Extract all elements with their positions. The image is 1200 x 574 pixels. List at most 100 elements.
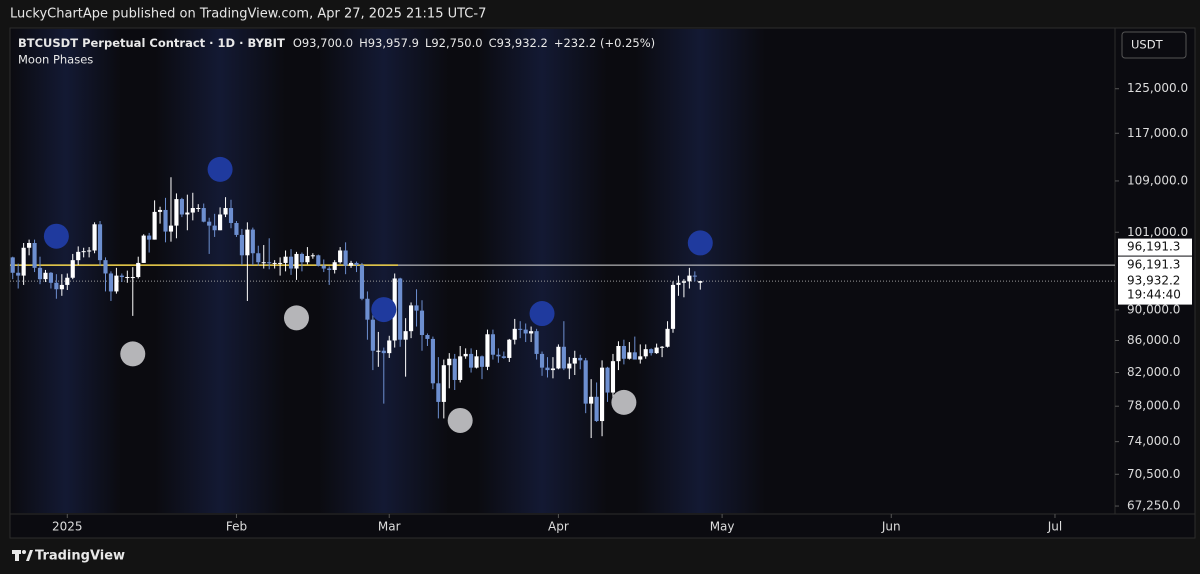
candle-body — [299, 253, 305, 263]
candle-body — [256, 253, 261, 263]
new-moon — [687, 230, 713, 256]
candle-body — [643, 349, 648, 357]
candle-body — [310, 255, 315, 257]
candle-body — [76, 251, 81, 261]
candle-body — [174, 199, 179, 226]
candle-body — [605, 367, 610, 393]
level-label-box — [1118, 256, 1192, 274]
candle-body — [81, 251, 86, 253]
candle-body — [348, 262, 354, 266]
x-tick-label: Jun — [881, 520, 901, 534]
candle-body — [474, 356, 479, 368]
legend: BTCUSDT Perpetual Contract · 1D · BYBIT O… — [18, 36, 655, 50]
candle-body — [48, 272, 53, 283]
candle-body — [632, 352, 637, 360]
candle-body — [414, 305, 419, 311]
candle-body — [610, 361, 616, 393]
candle-body — [21, 247, 26, 276]
candle-body — [578, 357, 583, 361]
candle-body — [354, 262, 359, 266]
candle-body — [147, 235, 152, 240]
new-moon — [371, 297, 397, 323]
candle-body — [512, 328, 517, 340]
candle-body — [245, 229, 250, 256]
plot-marks — [10, 156, 1115, 439]
candle-body — [561, 346, 566, 369]
candle-body — [218, 214, 223, 231]
level-label-top: 96,191.3 — [1127, 240, 1180, 254]
y-tick-label: 67,250.0 — [1127, 499, 1180, 513]
legend-value: C93,932.2 — [489, 36, 548, 50]
candle-body — [430, 338, 435, 384]
last-price-box — [1118, 272, 1192, 305]
publisher: LuckyChartApe published on TradingView.c… — [10, 7, 486, 22]
candle-body — [119, 275, 124, 278]
candle-body — [59, 284, 64, 290]
candle-body — [168, 225, 174, 232]
candle-body — [305, 255, 310, 263]
y-tick-label: 125,000.0 — [1127, 81, 1188, 95]
candle-body — [670, 284, 676, 329]
candle-body — [261, 262, 266, 264]
candle-body — [27, 243, 32, 248]
candle-body — [223, 208, 228, 215]
candle-body — [32, 243, 37, 268]
legend-value: O93,700.0 — [293, 36, 353, 50]
candle-body — [196, 208, 201, 210]
y-tick-label: 82,000.0 — [1127, 365, 1180, 379]
candle-body — [452, 358, 457, 380]
candle-body — [97, 224, 103, 261]
candle-body — [496, 354, 501, 357]
x-tick-label: May — [710, 520, 735, 534]
last-price-label: 93,932.2 — [1127, 274, 1180, 288]
x-tick-label: 2025 — [52, 520, 83, 534]
candle-body — [681, 281, 686, 283]
x-tick-label: Apr — [548, 520, 569, 534]
candle-body — [409, 305, 414, 332]
indicator-name: Moon Phases — [18, 53, 93, 67]
candle-body — [288, 256, 294, 269]
candle-body — [185, 212, 190, 215]
candle-body — [327, 268, 332, 270]
currency[interactable]: USDT — [1131, 38, 1164, 52]
legend-value: H93,957.9 — [359, 36, 419, 50]
y-tick-label: 90,000.0 — [1127, 302, 1180, 316]
candle-body — [92, 224, 97, 251]
candle-body — [201, 208, 206, 222]
new-moon — [43, 223, 69, 249]
y-tick-label: 74,000.0 — [1127, 434, 1180, 448]
candle-body — [698, 281, 703, 283]
candle-body — [234, 222, 239, 235]
candle-body — [469, 353, 474, 368]
candle-body — [485, 334, 490, 367]
y-tick-label: 78,000.0 — [1127, 399, 1180, 413]
candle-body — [190, 208, 195, 213]
candle-body — [447, 358, 452, 366]
candle-body — [621, 345, 626, 359]
candle-body — [267, 262, 272, 264]
candle-body — [523, 329, 528, 334]
candle-body — [572, 357, 577, 364]
candle-body — [338, 250, 343, 263]
candle-body — [490, 334, 495, 355]
candle-body — [163, 209, 168, 232]
candle-body — [627, 352, 632, 359]
brand-logo — [12, 550, 33, 561]
candle-body — [130, 277, 135, 279]
candle-body — [141, 235, 146, 263]
candle-body — [228, 208, 234, 223]
candle-body — [152, 211, 157, 240]
candle-body — [239, 234, 244, 256]
moon-bands — [10, 29, 766, 513]
candle-body — [332, 262, 337, 270]
countdown: 19:44:40 — [1127, 288, 1181, 302]
candle-body — [594, 396, 599, 422]
candle-body — [108, 273, 114, 292]
candle-body — [43, 272, 48, 280]
candle-body — [398, 278, 403, 340]
candle-body — [125, 277, 130, 279]
currency-button[interactable] — [1121, 31, 1187, 59]
new-moon — [207, 156, 233, 182]
y-tick-label: 117,000.0 — [1127, 126, 1188, 140]
